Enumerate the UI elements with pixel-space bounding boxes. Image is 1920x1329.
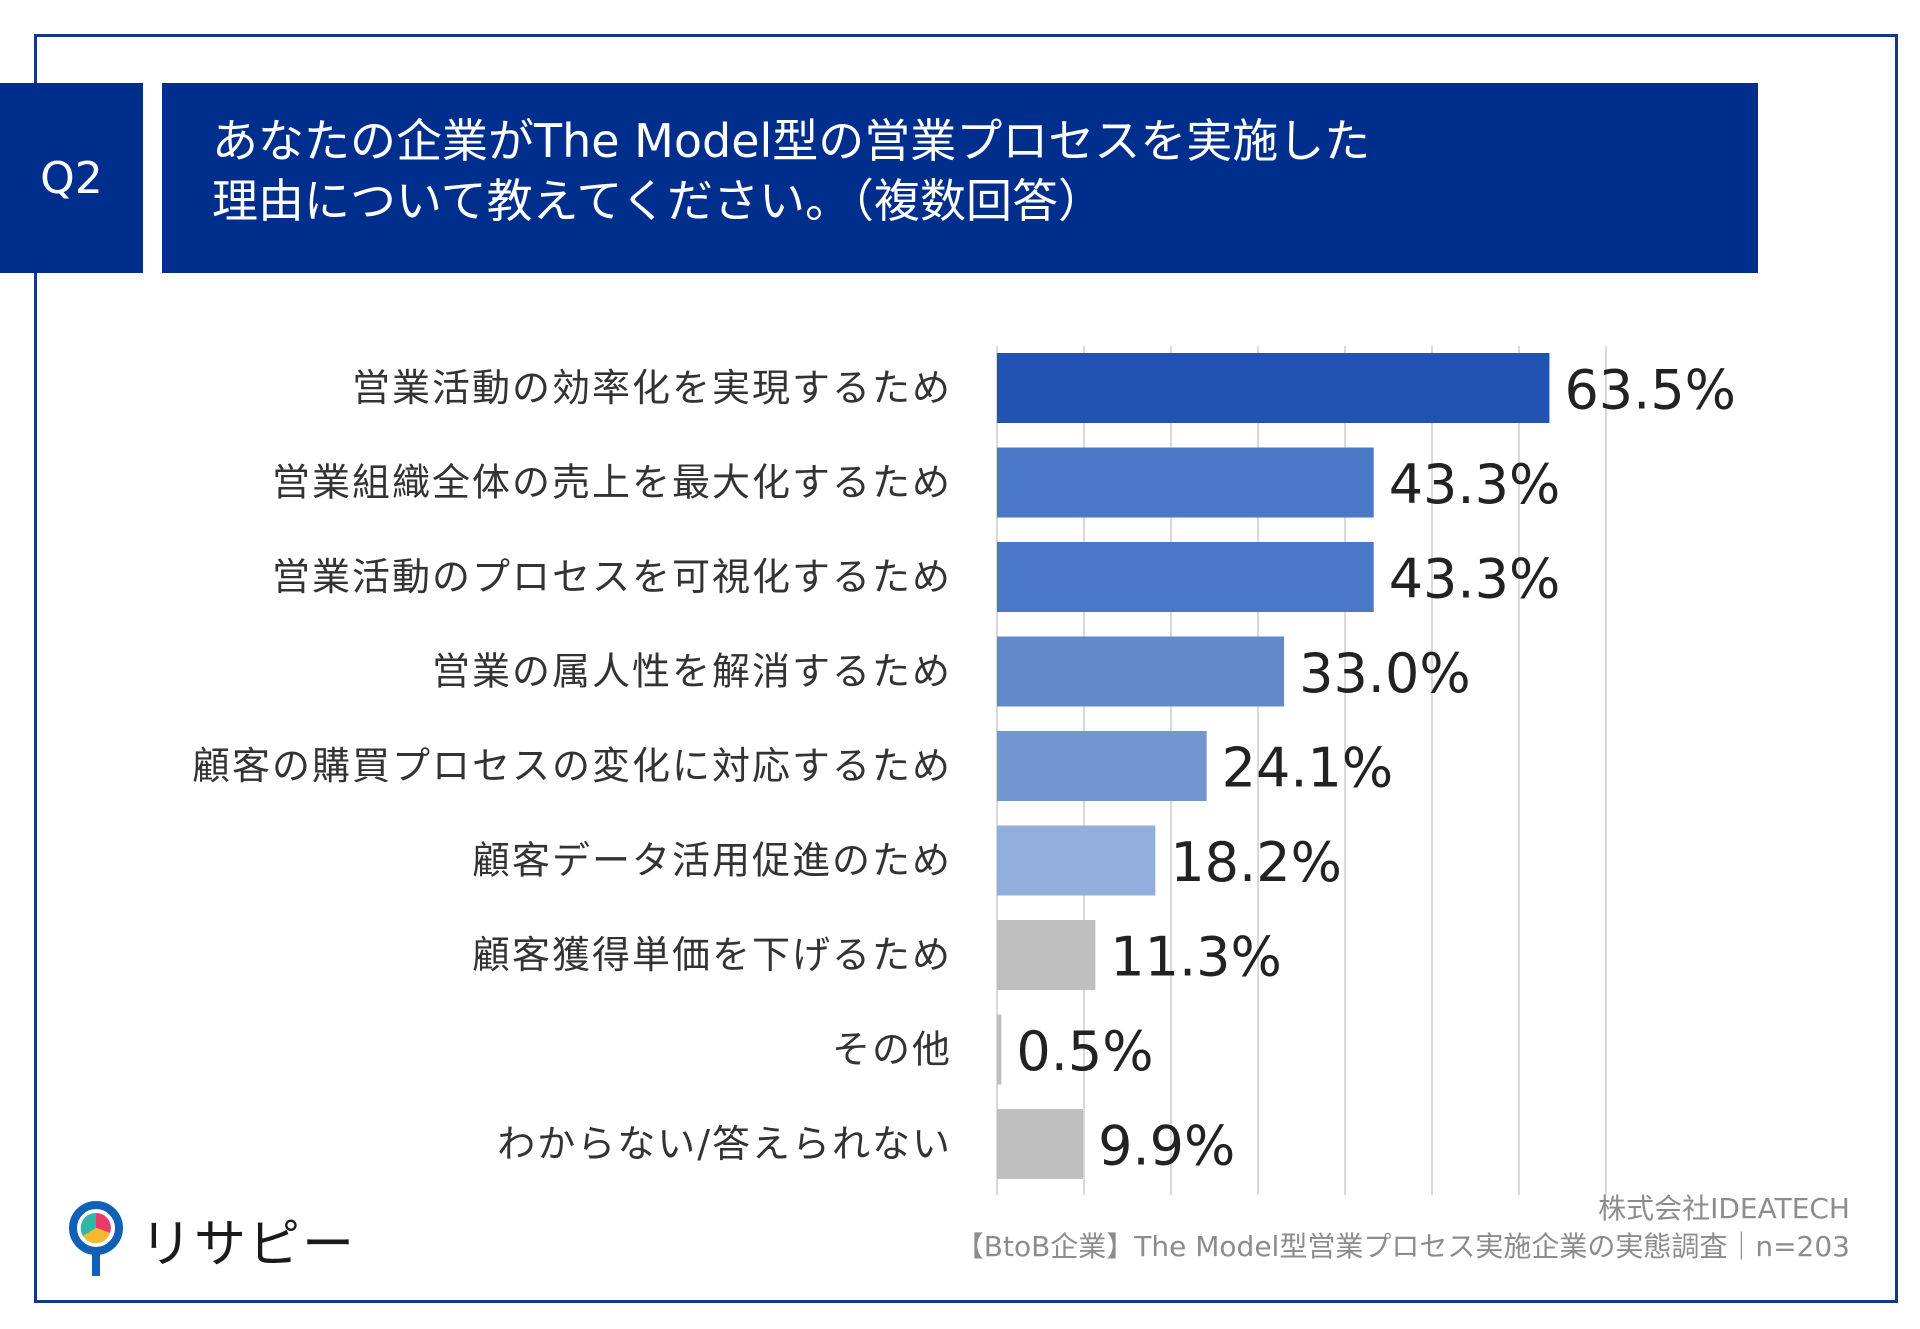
brand-logo: リサピー <box>68 1200 356 1278</box>
source-survey: 【BtoB企業】The Model型営業プロセス実施企業の実態調査｜n=203 <box>955 1230 1850 1263</box>
value-label: 9.9% <box>1098 1115 1235 1178</box>
bar <box>997 542 1374 612</box>
chart-frame <box>34 34 1898 1303</box>
question-title-line-2: 理由について教えてください。（複数回答） <box>212 174 1104 228</box>
category-label: 顧客データ活用促進のため <box>472 839 952 883</box>
value-label: 0.5% <box>1016 1020 1153 1083</box>
bar <box>997 447 1374 518</box>
bar <box>997 825 1156 896</box>
value-label: 43.3% <box>1389 548 1561 611</box>
logo-text: リサピー <box>140 1214 357 1275</box>
category-label: わからない/答えられない <box>497 1122 952 1166</box>
value-label: 24.1% <box>1222 737 1394 800</box>
source-company: 株式会社IDEATECH <box>1598 1192 1850 1225</box>
category-label: 営業の属人性を解消するため <box>432 650 952 694</box>
pin-icon <box>69 1201 123 1276</box>
value-label: 33.0% <box>1299 642 1471 705</box>
category-label: 営業活動の効率化を実現するため <box>352 366 952 410</box>
category-label: 顧客の購買プロセスの変化に対応するため <box>192 744 952 788</box>
value-label: 43.3% <box>1389 453 1561 516</box>
bars <box>997 353 1550 1179</box>
value-label: 63.5% <box>1564 359 1736 422</box>
source-note: 株式会社IDEATECH 【BtoB企業】The Model型営業プロセス実施企… <box>956 1190 1850 1266</box>
category-label: 営業活動のプロセスを可視化するため <box>272 555 952 599</box>
category-label: 顧客獲得単価を下げるため <box>472 933 952 977</box>
question-number-badge: Q2 <box>0 83 143 273</box>
question-title: あなたの企業がThe Model型の営業プロセスを実施した 理由について教えてく… <box>162 83 1758 273</box>
bar <box>997 636 1285 707</box>
bar <box>997 1014 1002 1085</box>
value-labels: 63.5%43.3%43.3%33.0%24.1%18.2%11.3%0.5%9… <box>1016 359 1736 1178</box>
value-label: 11.3% <box>1110 926 1282 989</box>
category-label: その他 <box>832 1028 952 1072</box>
question-title-line-1: あなたの企業がThe Model型の営業プロセスを実施した <box>212 114 1371 168</box>
bar <box>997 731 1207 801</box>
value-label: 18.2% <box>1170 831 1342 894</box>
bar <box>997 920 1096 990</box>
category-label: 営業組織全体の売上を最大化するため <box>272 461 952 505</box>
question-number: Q2 <box>40 152 103 204</box>
bar <box>997 1109 1084 1179</box>
bar <box>997 353 1550 423</box>
category-labels: 営業活動の効率化を実現するため営業組織全体の売上を最大化するため営業活動のプロセ… <box>192 366 952 1166</box>
